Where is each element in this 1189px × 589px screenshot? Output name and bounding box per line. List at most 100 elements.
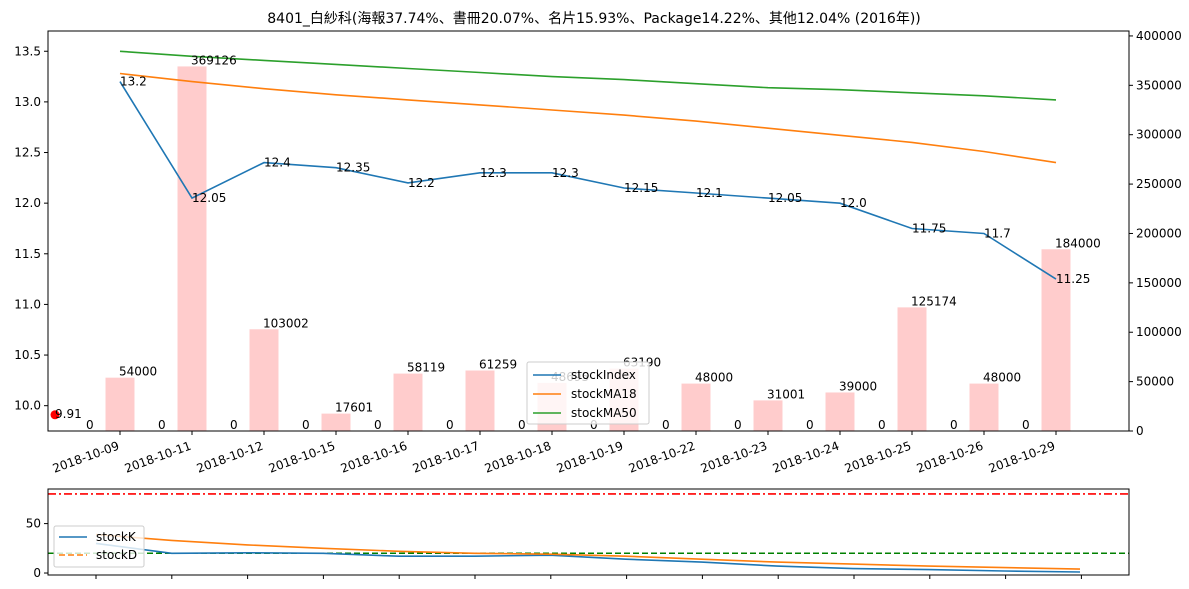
volume-label: 31001: [767, 387, 805, 401]
y-right-tick-label: 0: [1136, 424, 1144, 438]
x-tick-label: 2018-10-19: [555, 439, 625, 476]
y-left-tick-label: 11.0: [14, 297, 41, 311]
volume-label: 17601: [335, 401, 373, 415]
x-tick-label: 2018-10-24: [771, 439, 841, 476]
start-marker: [50, 410, 60, 420]
legend-label: stockIndex: [571, 368, 636, 382]
y-right-tick-label: 350000: [1136, 78, 1182, 92]
y-right-tick-label: 200000: [1136, 226, 1182, 240]
x-tick-label: 2018-10-29: [987, 439, 1057, 476]
volume-label: 39000: [839, 379, 877, 393]
legend-label: stockMA50: [571, 406, 637, 420]
price-label: 12.3: [480, 166, 507, 180]
zero-label: 0: [1022, 418, 1030, 432]
stockma50-line: [119, 50, 1057, 101]
price-label: 12.35: [336, 161, 370, 175]
y-right-tick-label: 250000: [1136, 177, 1182, 191]
y-left-tick-label: 10.0: [14, 399, 41, 413]
price-label: 12.05: [192, 191, 226, 205]
main-legend: stockIndex stockMA18 stockMA50: [526, 361, 650, 425]
zero-label: 0: [158, 418, 166, 432]
price-label: 11.7: [984, 227, 1011, 241]
zero-label: 0: [950, 418, 958, 432]
kd-y-tick-label: 0: [33, 566, 41, 580]
y-right-tick-label: 300000: [1136, 128, 1182, 142]
y-left-tick-label: 12.5: [14, 146, 41, 160]
volume-bar: [1041, 249, 1071, 431]
x-tick-label: 2018-10-17: [411, 439, 481, 476]
kd-y-tick-label: 50: [26, 517, 41, 531]
x-tick-label: 2018-10-11: [123, 439, 193, 476]
marker-label: 9.91: [55, 407, 82, 421]
kd-chart: 0 50 stockK stockD: [26, 488, 1130, 580]
volume-bar: [393, 373, 423, 431]
y-right-tick-label: 100000: [1136, 325, 1182, 339]
x-tick-label: 2018-10-09: [51, 439, 121, 476]
price-label: 13.2: [120, 75, 147, 89]
zero-label: 0: [878, 418, 886, 432]
volume-bar: [681, 383, 711, 431]
price-label: 11.75: [912, 221, 946, 235]
volume-label: 369126: [191, 53, 237, 67]
x-tick-label: 2018-10-18: [483, 439, 553, 476]
price-label: 11.25: [1056, 272, 1090, 286]
chart-title: 8401_白紗科(海報37.74%、書冊20.07%、名片15.93%、Pack…: [267, 11, 921, 27]
volume-label: 61259: [479, 357, 517, 371]
price-label: 12.15: [624, 181, 658, 195]
zero-label: 0: [374, 418, 382, 432]
kd-legend-label: stockK: [96, 530, 137, 544]
x-tick-label: 2018-10-26: [915, 439, 985, 476]
volume-bar: [177, 66, 207, 431]
y-left-tick-label: 10.5: [14, 348, 41, 362]
zero-label: 0: [806, 418, 814, 432]
stockindex-line: [119, 81, 1057, 280]
volume-label: 48000: [695, 371, 733, 385]
y-right-tick-label: 50000: [1136, 375, 1174, 389]
stockma18-line: [119, 72, 1057, 164]
zero-label: 0: [662, 418, 670, 432]
x-tick-label: 2018-10-25: [843, 439, 913, 476]
y-left-tick-label: 13.0: [14, 95, 41, 109]
y-left-tick-label: 12.0: [14, 196, 41, 210]
volume-bar: [969, 383, 999, 431]
stockd-line: [95, 533, 1081, 570]
volume-label: 48000: [983, 371, 1021, 385]
volume-bar: [321, 413, 351, 431]
main-chart: 5400036912610300217601581196125948695631…: [14, 29, 1182, 476]
kd-plot-frame: [47, 488, 1130, 576]
volume-bar: [465, 370, 495, 431]
kd-legend: stockK stockD: [53, 525, 145, 568]
volume-label: 58119: [407, 361, 445, 375]
legend-box: [526, 361, 650, 425]
volume-bar: [753, 400, 783, 431]
kd-legend-label: stockD: [96, 548, 137, 562]
volume-label: 103002: [263, 316, 309, 330]
price-label: 12.0: [840, 196, 867, 210]
x-tick-label: 2018-10-23: [699, 439, 769, 476]
volume-bar: [105, 377, 135, 431]
volume-label: 184000: [1055, 236, 1101, 250]
x-tick-label: 2018-10-22: [627, 439, 697, 476]
x-tick-label: 2018-10-12: [195, 439, 265, 476]
zero-label: 0: [446, 418, 454, 432]
price-label: 12.3: [552, 166, 579, 180]
x-tick-label: 2018-10-15: [267, 439, 337, 476]
plot-frame: [47, 30, 1130, 432]
y-right-tick-label: 150000: [1136, 276, 1182, 290]
volume-bar: [249, 329, 279, 431]
y-left-tick-label: 13.5: [14, 44, 41, 58]
price-label: 12.1: [696, 186, 723, 200]
zero-label: 0: [518, 418, 526, 432]
zero-label: 0: [590, 418, 598, 432]
y-left-tick-label: 11.5: [14, 247, 41, 261]
zero-label: 0: [302, 418, 310, 432]
price-label: 12.2: [408, 176, 435, 190]
zero-label: 0: [734, 418, 742, 432]
price-label: 12.4: [264, 156, 291, 170]
stockk-line: [95, 542, 1081, 573]
legend-label: stockMA18: [571, 387, 637, 401]
price-label: 12.05: [768, 191, 802, 205]
zero-label: 0: [86, 418, 94, 432]
y-right-tick-label: 400000: [1136, 29, 1182, 43]
